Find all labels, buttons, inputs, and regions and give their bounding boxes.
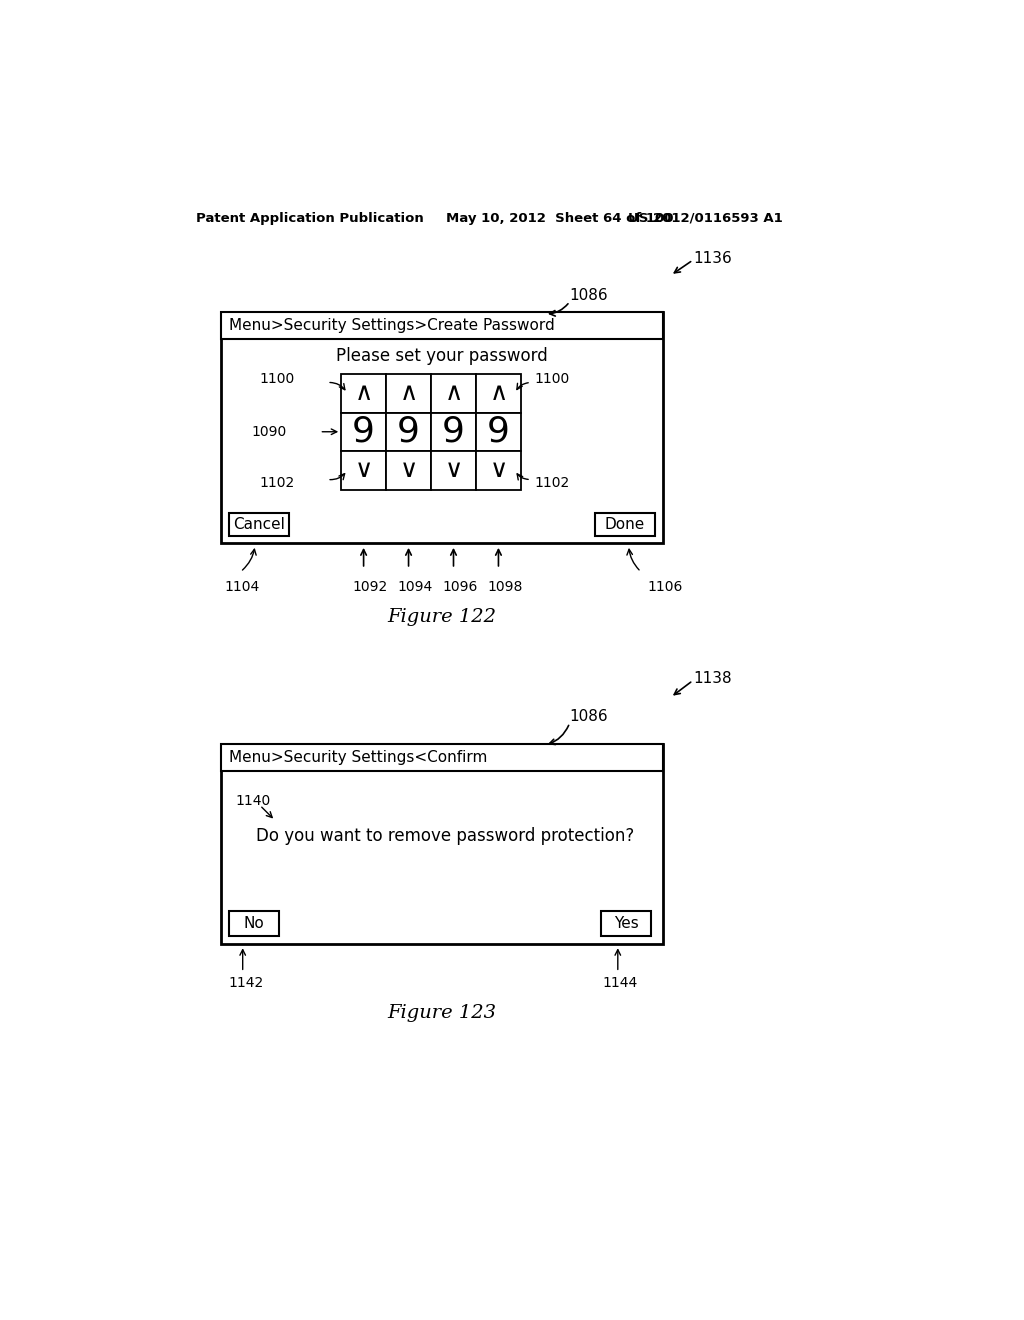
Text: Do you want to remove password protection?: Do you want to remove password protectio… — [256, 828, 634, 845]
Bar — [431, 412, 476, 451]
Bar — [431, 451, 476, 490]
Bar — [221, 313, 663, 339]
Text: 1092: 1092 — [352, 579, 388, 594]
Bar — [386, 412, 431, 451]
Text: 1086: 1086 — [569, 288, 608, 304]
Bar — [228, 911, 280, 936]
Bar — [341, 412, 386, 451]
Text: Figure 122: Figure 122 — [387, 607, 497, 626]
Bar — [386, 451, 431, 490]
Text: Menu>Security Settings>Create Password: Menu>Security Settings>Create Password — [228, 318, 555, 334]
Text: 9: 9 — [397, 414, 420, 449]
Bar — [228, 512, 289, 536]
Bar — [386, 374, 431, 412]
Bar — [595, 512, 655, 536]
Text: US 2012/0116593 A1: US 2012/0116593 A1 — [628, 213, 782, 224]
Text: 1094: 1094 — [397, 579, 433, 594]
Bar — [476, 412, 521, 451]
Text: 1100: 1100 — [259, 372, 295, 387]
Text: 1138: 1138 — [693, 671, 732, 685]
Text: 1102: 1102 — [259, 475, 295, 490]
Text: ∧: ∧ — [354, 381, 373, 405]
Bar — [221, 743, 663, 771]
Text: 1090: 1090 — [252, 425, 287, 438]
Text: 9: 9 — [352, 414, 375, 449]
Text: May 10, 2012  Sheet 64 of 100: May 10, 2012 Sheet 64 of 100 — [445, 213, 673, 224]
Text: 1144: 1144 — [602, 977, 638, 990]
Bar — [341, 451, 386, 490]
Text: Figure 123: Figure 123 — [387, 1005, 497, 1022]
Text: 1086: 1086 — [569, 709, 608, 725]
Bar — [476, 451, 521, 490]
Text: ∨: ∨ — [444, 458, 463, 482]
Text: Patent Application Publication: Patent Application Publication — [197, 213, 424, 224]
Bar — [341, 374, 386, 412]
Bar — [221, 313, 663, 544]
Text: 1142: 1142 — [228, 977, 264, 990]
Bar — [476, 374, 521, 412]
Text: 1100: 1100 — [535, 372, 570, 387]
Text: 1140: 1140 — [234, 795, 270, 808]
Text: No: No — [244, 916, 264, 932]
Text: ∨: ∨ — [354, 458, 373, 482]
Text: Please set your password: Please set your password — [336, 347, 548, 366]
Text: Cancel: Cancel — [233, 516, 285, 532]
Bar — [431, 374, 476, 412]
Bar — [601, 911, 651, 936]
Bar — [221, 743, 663, 944]
Text: 9: 9 — [487, 414, 510, 449]
Text: ∨: ∨ — [399, 458, 418, 482]
Text: 1098: 1098 — [487, 579, 523, 594]
Text: 1106: 1106 — [647, 579, 683, 594]
Text: ∧: ∧ — [444, 381, 463, 405]
Text: ∧: ∧ — [489, 381, 508, 405]
Text: ∧: ∧ — [399, 381, 418, 405]
Text: Done: Done — [604, 516, 645, 532]
Text: 1104: 1104 — [225, 579, 260, 594]
Text: ∨: ∨ — [489, 458, 508, 482]
Text: 1136: 1136 — [693, 251, 732, 267]
Text: 1102: 1102 — [535, 475, 570, 490]
Text: Menu>Security Settings<Confirm: Menu>Security Settings<Confirm — [228, 750, 487, 764]
Text: 1096: 1096 — [442, 579, 478, 594]
Text: 9: 9 — [442, 414, 465, 449]
Text: Yes: Yes — [613, 916, 638, 932]
